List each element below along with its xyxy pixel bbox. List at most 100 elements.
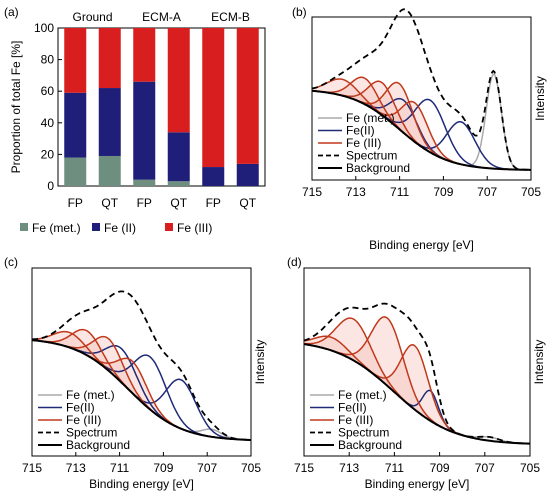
group-label: Ground	[72, 10, 112, 24]
x-tick-label: 711	[385, 461, 404, 475]
y-axis-label: Intensity	[532, 340, 546, 385]
fe3-fill	[304, 344, 530, 444]
x-axis-label: Binding energy [eV]	[365, 477, 470, 491]
bar-segment	[167, 181, 190, 186]
plot-frame	[31, 267, 252, 457]
y-tick-label: 80	[41, 53, 55, 67]
y-tick-label: 40	[41, 116, 55, 130]
fe3-fill	[32, 340, 251, 440]
spectrum-line	[311, 8, 531, 171]
legend-label: Fe(II)	[338, 401, 367, 415]
group-label: ECM-B	[211, 10, 250, 24]
bar-segment	[64, 157, 87, 186]
plot-frame	[311, 16, 532, 181]
bar-segment	[236, 163, 259, 186]
legend-label: Fe (III)	[346, 136, 381, 150]
legend-label: Spectrum	[66, 426, 117, 440]
panel-label: (d)	[287, 255, 302, 269]
x-tick-label: 713	[346, 185, 366, 199]
panel-d: (d) 715 713 711 709 707 705 Binding energy [eV]…	[287, 255, 546, 491]
bar-segment	[202, 167, 225, 186]
x-tick-label: 713	[66, 461, 86, 475]
legend-label: Fe (met.)	[346, 111, 395, 125]
x-tick-label: 709	[433, 185, 453, 199]
x-tick-label: 705	[520, 461, 540, 475]
panel-label: (b)	[292, 5, 307, 19]
x-axis-label: Binding energy [eV]	[369, 238, 474, 252]
legend-label: Background	[66, 438, 130, 452]
bar-segment	[133, 81, 156, 180]
background-line	[31, 339, 251, 441]
legend-label: Fe (III)	[177, 221, 212, 235]
x-tick-label: FP	[206, 196, 221, 210]
x-tick-label: 705	[241, 461, 261, 475]
x-tick-label: 711	[110, 461, 129, 475]
plot-frame	[303, 267, 531, 457]
bar-segment	[64, 28, 87, 93]
bar-segment	[98, 28, 121, 89]
legend-label: Fe (III)	[338, 413, 373, 427]
plot-frame	[57, 27, 266, 187]
panel-label: (a)	[4, 5, 19, 19]
y-axis-label: Intensity	[533, 76, 547, 121]
bar-segment	[98, 155, 121, 186]
x-tick-label: 707	[477, 185, 497, 199]
x-tick-label: 715	[302, 185, 322, 199]
bar-segment	[98, 88, 121, 156]
x-tick-label: 707	[475, 461, 495, 475]
background-line	[311, 89, 531, 171]
x-tick-label: 707	[197, 461, 217, 475]
panel-c: (c) 715 713 711 709 707 705 Binding energy [eV]…	[4, 255, 267, 491]
spectrum-line	[303, 302, 531, 445]
x-tick-label: 715	[22, 461, 42, 475]
legend-swatch	[92, 223, 100, 231]
y-tick-label: 100	[34, 21, 54, 35]
x-tick-label: FP	[68, 196, 83, 210]
legend-swatch	[165, 223, 173, 231]
group-label: ECM-A	[142, 10, 181, 24]
legend-label: Fe (met.)	[66, 388, 115, 402]
x-axis-label: Binding energy [eV]	[89, 477, 194, 491]
bar-segment	[236, 28, 259, 164]
spectrum-line	[32, 290, 252, 441]
legend-label: Spectrum	[346, 149, 397, 163]
legend-label: Background	[338, 438, 402, 452]
x-tick-label: QT	[101, 196, 118, 210]
legend-label: Fe(II)	[66, 401, 95, 415]
bar-segment	[167, 28, 190, 133]
x-tick-label: 715	[294, 461, 314, 475]
x-tick-label: 709	[153, 461, 173, 475]
bar-segment	[133, 28, 156, 82]
fe3-fill	[312, 90, 531, 170]
legend-swatch	[20, 223, 28, 231]
bar-segment	[202, 28, 225, 168]
x-tick-label: 713	[339, 461, 359, 475]
fe3-fill	[312, 79, 531, 170]
x-tick-label: QT	[239, 196, 256, 210]
background-line	[303, 343, 531, 445]
x-tick-label: QT	[170, 196, 187, 210]
x-tick-label: FP	[137, 196, 152, 210]
y-tick-label: 60	[41, 84, 55, 98]
panel-label: (c)	[4, 255, 18, 269]
legend-label: Fe (II)	[104, 221, 136, 235]
bar-segment	[167, 132, 190, 182]
legend-label: Fe (III)	[66, 413, 101, 427]
x-tick-label: 711	[390, 185, 409, 199]
bar-segment	[64, 92, 87, 158]
legend-label: Fe (met.)	[32, 221, 81, 235]
x-tick-label: 705	[521, 185, 541, 199]
y-axis-label: Proportion of total Fe [%]	[9, 41, 23, 174]
legend-label: Background	[346, 161, 410, 175]
panel-a: (a) 0 20 40 60 80 100 Proportion of total Fe [%…	[4, 5, 266, 235]
y-tick-label: 20	[41, 147, 55, 161]
legend-label: Fe (met.)	[338, 388, 387, 402]
y-axis-label: Intensity	[253, 340, 267, 385]
panel-b: (b) 715 713 711 709 707 705 Binding energy [eV]…	[292, 5, 547, 252]
bar-segment	[133, 179, 156, 186]
legend-label: Spectrum	[338, 426, 389, 440]
legend-label: Fe(II)	[346, 124, 375, 138]
x-tick-label: 709	[430, 461, 450, 475]
y-tick-label: 0	[47, 179, 54, 193]
